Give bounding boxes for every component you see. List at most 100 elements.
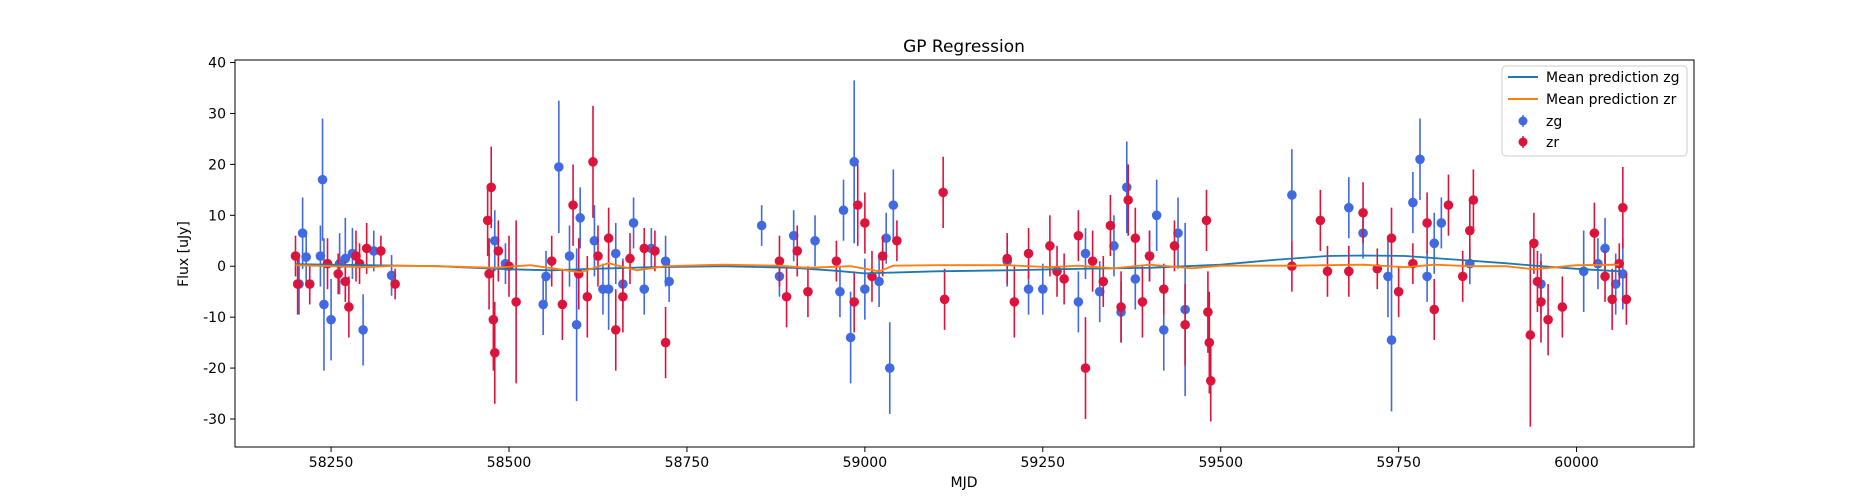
zr-marker-25 [588,157,598,167]
zr-point-65 [1180,284,1190,366]
zr-marker-68 [1204,337,1215,348]
zg-point-40 [874,256,884,307]
zr-marker-81 [1443,200,1454,210]
zr-marker-23 [573,269,584,279]
zr-marker-86 [1529,238,1539,249]
zg-point-4 [317,118,328,241]
zg-marker-74 [1610,279,1621,289]
zr-marker-19 [511,297,521,307]
zr-marker-34 [774,256,785,266]
zg-marker-26 [628,218,639,228]
zr-marker-15 [488,314,499,325]
zr-marker-76 [1386,233,1397,244]
zr-point-88 [1536,261,1546,343]
zg-marker-60 [1344,202,1354,213]
zg-marker-55 [1151,210,1162,221]
zr-marker-90 [1557,302,1568,312]
zg-marker-17 [554,162,564,172]
zr-marker-53 [1073,230,1084,241]
zg-marker-30 [664,276,674,287]
zr-marker-48 [1009,297,1020,307]
zg-marker-62 [1383,271,1393,282]
zg-point-17 [554,100,564,234]
zr-point-10 [376,235,386,267]
zr-point-33 [660,306,671,379]
y-tick-label-30: 30 [208,106,226,122]
zg-marker-71 [1578,266,1589,277]
zr-marker-30 [625,253,635,264]
y-tick-label--10: -10 [203,310,226,326]
zg-point-3 [315,225,326,287]
zr-marker-63 [1158,284,1169,294]
zr-marker-52 [1059,274,1069,284]
zr-point-56 [1098,256,1109,307]
zr-marker-62 [1144,251,1155,261]
zr-point-25 [588,105,598,218]
x-tick-label-60000: 60000 [1554,455,1599,471]
zg-marker-45 [1023,284,1034,294]
zr-marker-39 [849,297,859,307]
zr-point-96 [1621,273,1632,325]
legend: Mean prediction zg Mean prediction zr zg… [1501,65,1688,157]
zr-point-69 [1205,340,1216,422]
zr-marker-84 [1468,195,1479,205]
zr-point-81 [1443,174,1454,236]
zg-marker-18 [564,251,575,261]
zg-point-52 [1121,141,1132,234]
zg-point-16 [541,250,551,302]
zr-marker-67 [1203,307,1213,317]
zg-point-55 [1151,179,1162,251]
zg-point-38 [849,80,859,244]
zr-point-74 [1358,182,1368,244]
zr-marker-41 [860,218,870,228]
x-tick-label-58250: 58250 [309,455,354,471]
zr-marker-91 [1589,228,1600,238]
zr-point-34 [774,235,785,287]
zr-point-84 [1468,169,1479,231]
zr-point-89 [1543,284,1553,356]
zg-marker-36 [838,205,849,216]
zr-marker-16 [489,347,500,358]
zr-marker-94 [1614,258,1625,269]
zg-point-12 [386,255,397,296]
zr-marker-5 [340,276,351,287]
legend-zr-label: zr [1546,135,1559,151]
zr-marker-24 [582,291,593,302]
zr-point-7 [351,230,361,282]
zg-marker-63 [1386,335,1397,345]
zr-marker-79 [1422,218,1432,228]
zr-marker-11 [390,279,400,289]
zr-point-19 [511,220,521,384]
zr-point-66 [1201,189,1212,251]
zr-marker-50 [1045,241,1055,251]
zr-point-79 [1422,192,1432,254]
x-axis: 58250 58500 58750 59000 59250 59500 59750 60000 [309,447,1599,471]
zr-point-48 [1009,266,1020,338]
zg-marker-59 [1287,190,1297,200]
zg-marker-24 [610,248,621,259]
zr-point-21 [557,268,568,341]
x-tick-label-59750: 59750 [1376,455,1421,471]
zr-marker-12 [482,215,493,226]
zr-point-77 [1393,266,1404,318]
zg-marker-20 [575,213,585,223]
zr-marker-92 [1600,271,1610,282]
zr-marker-77 [1393,286,1404,297]
zg-point-35 [835,266,845,318]
zr-marker-0 [290,251,301,261]
series-zr [290,105,1632,427]
zr-point-38 [831,240,842,282]
zr-point-12 [482,184,493,257]
zr-point-64 [1169,220,1180,272]
zg-point-34 [810,215,820,267]
zr-point-40 [852,164,863,246]
zg-marker-39 [860,284,870,294]
zr-point-72 [1322,245,1333,297]
zr-point-11 [390,268,400,300]
zg-marker-56 [1158,325,1169,335]
y-tick-label-20: 20 [208,157,226,173]
zr-point-29 [618,261,628,333]
zg-marker-64 [1408,197,1418,208]
zg-marker-41 [881,233,892,244]
zr-marker-71 [1315,215,1326,226]
